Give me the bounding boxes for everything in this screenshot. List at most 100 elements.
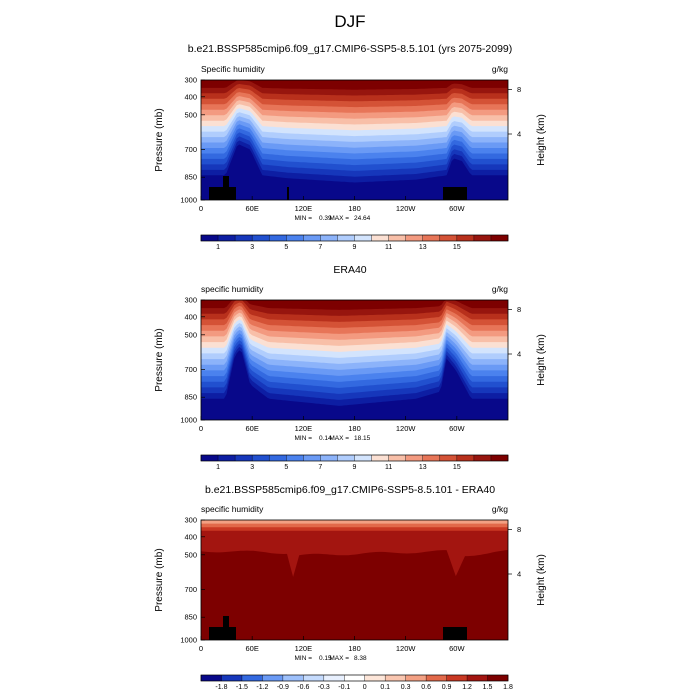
max-value: 18.15 bbox=[354, 435, 371, 442]
colorbar-swatch bbox=[364, 675, 386, 681]
colorbar-swatch bbox=[320, 235, 338, 241]
x-tick-label: 180 bbox=[348, 644, 361, 653]
x-tick-label: 120W bbox=[396, 644, 417, 653]
colorbar-frame bbox=[200, 234, 509, 242]
variable-label: specific humidity bbox=[201, 504, 264, 514]
y2-axis-label: Height (km) bbox=[536, 554, 547, 606]
y-tick-label: 500 bbox=[184, 550, 197, 559]
colorbar-label: 3 bbox=[250, 244, 254, 251]
x-tick-label: 0 bbox=[199, 424, 203, 433]
colorbar-swatch bbox=[269, 235, 287, 241]
colorbar-label: -0.9 bbox=[277, 684, 289, 691]
colorbar-swatch bbox=[337, 235, 355, 241]
colorbar-swatch bbox=[282, 675, 304, 681]
x-tick-label: 180 bbox=[348, 204, 361, 213]
x-tick-label: 120E bbox=[295, 424, 313, 433]
colorbar-swatch bbox=[252, 455, 270, 461]
colorbar-swatch bbox=[218, 455, 236, 461]
y-tick-label: 700 bbox=[184, 585, 197, 594]
units-label: g/kg bbox=[492, 504, 508, 514]
x-tick-label: 120W bbox=[396, 424, 417, 433]
x-tick-label: 60W bbox=[449, 644, 465, 653]
max-label: MAX = bbox=[329, 215, 349, 222]
colorbar-swatch bbox=[252, 235, 270, 241]
contour-field-2 bbox=[201, 300, 508, 420]
x-tick-label: 60W bbox=[449, 204, 465, 213]
y2-tick-label: 8 bbox=[517, 85, 521, 94]
colorbar-label: 13 bbox=[419, 244, 427, 251]
y-axis-label: Pressure (mb) bbox=[154, 548, 165, 611]
colorbar-swatch bbox=[487, 675, 509, 681]
colorbar-label: 0.6 bbox=[421, 684, 431, 691]
colorbar-swatch bbox=[439, 235, 458, 241]
y-axis-label: Pressure (mb) bbox=[154, 328, 165, 391]
colorbar-label: 15 bbox=[453, 244, 461, 251]
contour-field-1 bbox=[201, 80, 508, 200]
colorbar-swatch bbox=[405, 675, 427, 681]
colorbar-swatch bbox=[320, 455, 338, 461]
min-value: 0.39 bbox=[319, 215, 332, 222]
colorbar-swatch bbox=[241, 675, 263, 681]
y-tick-label: 1000 bbox=[180, 196, 197, 205]
colorbar-swatch bbox=[337, 455, 355, 461]
x-tick-label: 0 bbox=[199, 204, 203, 213]
colorbar-label: -1.8 bbox=[215, 684, 227, 691]
colorbar-label: -1.2 bbox=[256, 684, 268, 691]
colorbar-label: 0.1 bbox=[380, 684, 390, 691]
colorbar-swatch bbox=[286, 235, 304, 241]
colorbar-swatch bbox=[388, 235, 406, 241]
x-tick-label: 60W bbox=[449, 424, 465, 433]
colorbar-swatch bbox=[371, 235, 389, 241]
panel-1-title: b.e21.BSSP585cmip6.f09_g17.CMIP6-SSP5-8.… bbox=[187, 43, 513, 55]
max-label: MAX = bbox=[329, 435, 349, 442]
topography-1 bbox=[209, 176, 467, 200]
colorbar-swatch bbox=[269, 455, 287, 461]
colorbar-label: 0.9 bbox=[442, 684, 452, 691]
figure-title: DJF bbox=[334, 12, 366, 31]
colorbar-swatch bbox=[473, 455, 492, 461]
topography-mask bbox=[209, 616, 236, 640]
y2-tick-label: 4 bbox=[517, 130, 521, 139]
difference-band bbox=[201, 530, 508, 577]
y-tick-label: 500 bbox=[184, 330, 197, 339]
variable-label: specific humidity bbox=[201, 284, 264, 294]
units-label: g/kg bbox=[492, 64, 508, 74]
colorbar-label: 5 bbox=[284, 464, 288, 471]
min-value: 0.14 bbox=[319, 435, 332, 442]
colorbar-swatch bbox=[388, 455, 406, 461]
colorbar-swatch bbox=[405, 455, 424, 461]
topography-mask bbox=[287, 187, 289, 200]
colorbar-swatch bbox=[490, 235, 509, 241]
colorbar-label: 0.3 bbox=[401, 684, 411, 691]
min-label: MIN = bbox=[294, 435, 312, 442]
colorbar-label: 9 bbox=[353, 464, 357, 471]
x-tick-label: 120W bbox=[396, 204, 417, 213]
colorbar-label: 1 bbox=[216, 244, 220, 251]
y-tick-label: 1000 bbox=[180, 416, 197, 425]
x-tick-label: 60E bbox=[245, 644, 258, 653]
y2-tick-label: 8 bbox=[517, 525, 521, 534]
colorbar-label: 1.5 bbox=[483, 684, 493, 691]
colorbar-swatch bbox=[201, 455, 219, 461]
topography-mask bbox=[209, 176, 236, 200]
min-value: 0.15 bbox=[319, 655, 332, 662]
colorbar-swatch bbox=[303, 675, 325, 681]
units-label: g/kg bbox=[492, 284, 508, 294]
y-tick-label: 400 bbox=[184, 92, 197, 101]
x-tick-label: 60E bbox=[245, 204, 258, 213]
colorbar-label: 13 bbox=[419, 464, 427, 471]
y-tick-label: 400 bbox=[184, 312, 197, 321]
colorbar-label: 11 bbox=[385, 244, 392, 251]
colorbar-swatch bbox=[354, 235, 372, 241]
colorbar-swatch bbox=[344, 675, 366, 681]
colorbar-swatch bbox=[439, 455, 458, 461]
min-label: MIN = bbox=[294, 655, 312, 662]
y-tick-label: 700 bbox=[184, 365, 197, 374]
topography-mask bbox=[443, 187, 467, 200]
x-tick-label: 120E bbox=[295, 204, 313, 213]
colorbar-label: -0.3 bbox=[318, 684, 330, 691]
colorbar-label: 0 bbox=[363, 684, 367, 691]
y2-tick-label: 4 bbox=[517, 350, 521, 359]
max-label: MAX = bbox=[329, 655, 349, 662]
